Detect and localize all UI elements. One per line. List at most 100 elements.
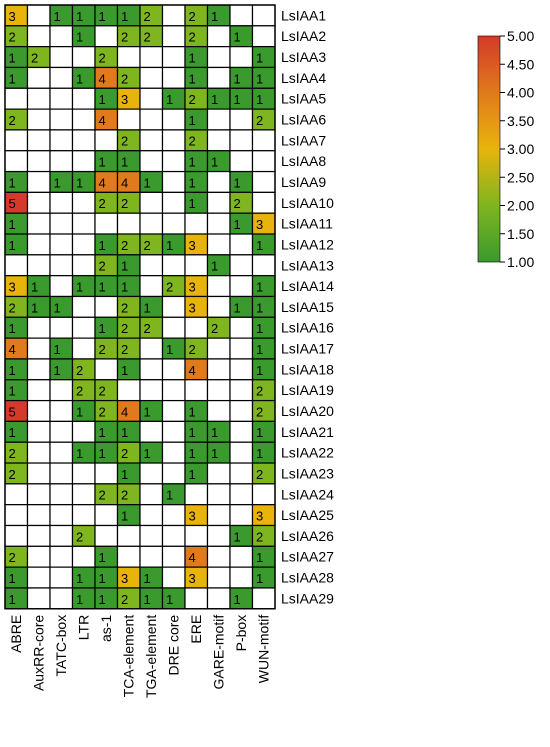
- colorbar-tick-label: 2.50: [507, 169, 534, 185]
- heatmap-cell: [26, 254, 51, 277]
- heatmap-cell: [206, 275, 231, 298]
- heatmap-cell: [139, 275, 164, 298]
- cell-value-label: 3: [189, 279, 196, 294]
- heatmap-cell: [139, 504, 164, 527]
- cell-value-label: 1: [256, 446, 263, 461]
- colorbar-gradient: [477, 35, 501, 263]
- heatmap-cell: [94, 212, 119, 235]
- heatmap-cell: [229, 254, 254, 277]
- heatmap-cell: [206, 25, 231, 48]
- heatmap-cell: [229, 462, 254, 485]
- cell-value-label: 2: [9, 550, 16, 565]
- heatmap-cell: [161, 316, 186, 339]
- heatmap-cell: [251, 25, 276, 48]
- cell-value-label: 1: [166, 342, 173, 357]
- heatmap-cell: [161, 504, 186, 527]
- row-label: LsIAA8: [281, 153, 326, 169]
- heatmap-cell: [4, 504, 29, 527]
- heatmap-cell: [139, 545, 164, 568]
- heatmap-cell: [49, 87, 74, 110]
- heatmap-cell: [229, 566, 254, 589]
- heatmap-cell: [116, 379, 141, 402]
- heatmap-cell: [161, 524, 186, 547]
- heatmap-cell: [161, 420, 186, 443]
- heatmap-cell: [49, 524, 74, 547]
- cell-value-label: 2: [99, 342, 106, 357]
- heatmap-cell: [49, 25, 74, 48]
- column-label: DRE core: [166, 615, 182, 676]
- heatmap-cell: [229, 337, 254, 360]
- heatmap-cell: [229, 46, 254, 69]
- cell-value-label: 1: [256, 92, 263, 107]
- heatmap-cell: [71, 545, 96, 568]
- heatmap-cell: [161, 212, 186, 235]
- heatmap-cell: [139, 254, 164, 277]
- heatmap-cell: [161, 399, 186, 422]
- heatmap-cell: [71, 108, 96, 131]
- cell-value-label: 1: [9, 384, 16, 399]
- heatmap-cell: [26, 524, 51, 547]
- cell-value-label: 1: [99, 279, 106, 294]
- heatmap-cell: [251, 170, 276, 193]
- cell-value-label: 2: [31, 50, 38, 65]
- colorbar-tick-label: 2.00: [507, 198, 534, 214]
- heatmap-cell: [26, 66, 51, 89]
- colorbar-tick-label: 3.00: [507, 141, 534, 157]
- heatmap-cell: [26, 316, 51, 339]
- cell-value-label: 1: [256, 71, 263, 86]
- cell-value-label: 1: [256, 571, 263, 586]
- heatmap-cell: [206, 191, 231, 214]
- cell-value-label: 3: [9, 279, 16, 294]
- heatmap-cell: [229, 316, 254, 339]
- heatmap-cell: [206, 108, 231, 131]
- cell-value-label: 3: [189, 571, 196, 586]
- heatmap-cell: [251, 587, 276, 610]
- cell-value-label: 5: [9, 196, 16, 211]
- cell-value-label: 1: [189, 467, 196, 482]
- heatmap-cell: [49, 587, 74, 610]
- row-label: LsIAA20: [281, 403, 334, 419]
- heatmap-cell: [206, 170, 231, 193]
- cell-value-label: 1: [256, 238, 263, 253]
- heatmap-cell: [49, 399, 74, 422]
- heatmap-cell: [26, 587, 51, 610]
- row-label: LsIAA16: [281, 320, 334, 336]
- cell-value-label: 1: [9, 71, 16, 86]
- cell-value-label: 1: [9, 217, 16, 232]
- cell-value-label: 1: [9, 175, 16, 190]
- row-labels: LsIAA1 LsIAA2 LsIAA3 LsIAA4 LsIAA5 LsIAA6 LsIA…: [281, 7, 334, 606]
- cell-value-label: 2: [9, 113, 16, 128]
- cell-value-label: 1: [9, 321, 16, 336]
- row-label: LsIAA28: [281, 570, 334, 586]
- cell-value-label: 1: [9, 425, 16, 440]
- cell-value-label: 3: [189, 238, 196, 253]
- heatmap-cell: [26, 399, 51, 422]
- heatmap-cell: [49, 379, 74, 402]
- heatmap-cell: [26, 504, 51, 527]
- cell-value-label: 1: [99, 238, 106, 253]
- row-label: LsIAA24: [281, 486, 334, 502]
- column-label: TCA-element: [121, 615, 137, 698]
- cell-value-label: 1: [189, 425, 196, 440]
- row-label: LsIAA18: [281, 361, 334, 377]
- heatmap-cell: [229, 129, 254, 152]
- cell-value-label: 1: [256, 50, 263, 65]
- cell-value-label: 2: [256, 113, 263, 128]
- heatmap-cell: [161, 545, 186, 568]
- heatmap-cell: [26, 212, 51, 235]
- heatmap-cell: [26, 25, 51, 48]
- cell-value-label: 1: [121, 467, 128, 482]
- cell-value-label: 1: [256, 363, 263, 378]
- cell-value-label: 1: [76, 175, 83, 190]
- colorbar-tick-label: 3.50: [507, 113, 534, 129]
- row-label: LsIAA10: [281, 195, 334, 211]
- row-label: LsIAA29: [281, 590, 334, 606]
- cell-value-label: 2: [76, 363, 83, 378]
- heatmap-cell: [206, 399, 231, 422]
- cell-value-label: 2: [99, 384, 106, 399]
- cell-value-label: 1: [76, 446, 83, 461]
- row-label: LsIAA15: [281, 299, 334, 315]
- cell-value-label: 2: [99, 404, 106, 419]
- cell-value-label: 1: [144, 446, 151, 461]
- cell-value-label: 1: [144, 592, 151, 607]
